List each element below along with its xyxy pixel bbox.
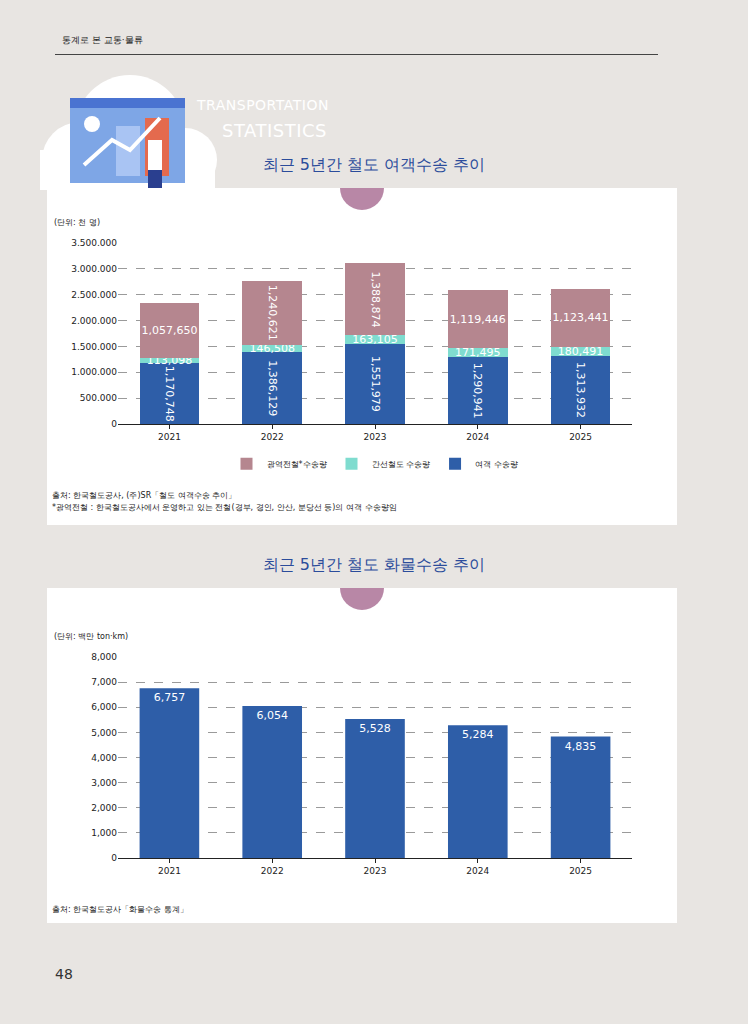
svg-text:광역전철*수송량: 광역전철*수송량 — [267, 460, 327, 469]
svg-text:6,000: 6,000 — [91, 702, 117, 712]
html-text:48: 48 — [55, 966, 73, 982]
svg-text:1,388,874: 1,388,874 — [369, 271, 382, 327]
svg-text:163,105: 163,105 — [352, 333, 398, 346]
svg-text:2,000: 2,000 — [91, 803, 117, 813]
html-text:STATISTICS: STATISTICS — [222, 120, 327, 141]
svg-text:2022: 2022 — [261, 432, 284, 442]
svg-text:1,313,932: 1,313,932 — [574, 362, 587, 418]
svg-text:간선철도 수송량: 간선철도 수송량 — [372, 460, 431, 469]
svg-text:4,835: 4,835 — [565, 740, 597, 753]
svg-text:113,098: 113,098 — [147, 354, 193, 367]
svg-text:1,119,446: 1,119,446 — [450, 313, 506, 326]
html-text:출처: 한국철도공사「화물수송 통계」: 출처: 한국철도공사「화물수송 통계」 — [52, 905, 188, 914]
html-text:출처: 한국철도공사, (주)SR「철도 여객수송 추이」: 출처: 한국철도공사, (주)SR「철도 여객수송 추이」 — [52, 491, 237, 500]
svg-text:7,000: 7,000 — [91, 677, 117, 687]
svg-text:1,290,941: 1,290,941 — [471, 363, 484, 419]
svg-text:2.000.000: 2.000.000 — [71, 316, 117, 326]
svg-text:500.000: 500.000 — [80, 393, 117, 403]
svg-text:(단위: 백만 ton·km): (단위: 백만 ton·km) — [54, 632, 128, 641]
html-text:최근 5년간 철도 여객수송 추이: 최근 5년간 철도 여객수송 추이 — [262, 155, 486, 174]
svg-text:0: 0 — [111, 853, 117, 863]
svg-text:2024: 2024 — [466, 432, 489, 442]
svg-text:1,386,129: 1,386,129 — [266, 360, 279, 416]
svg-text:2024: 2024 — [466, 866, 489, 876]
svg-text:2022: 2022 — [261, 866, 284, 876]
svg-text:1.500.000: 1.500.000 — [71, 342, 117, 352]
svg-text:8,000: 8,000 — [91, 652, 117, 662]
svg-text:1,057,650: 1,057,650 — [141, 324, 197, 337]
html-text:*광역전철 : 한국철도공사에서 운영하고 있는 전철(경부: *광역전철 : 한국철도공사에서 운영하고 있는 전철(경부, 경인, 안산, … — [52, 503, 397, 512]
svg-text:2023: 2023 — [364, 432, 387, 442]
svg-text:3.000.000: 3.000.000 — [71, 264, 117, 274]
html-text:TRANSPORTATION: TRANSPORTATION — [197, 97, 329, 113]
svg-text:2025: 2025 — [569, 432, 592, 442]
svg-text:6,757: 6,757 — [154, 691, 186, 704]
svg-text:5,528: 5,528 — [359, 722, 391, 735]
svg-text:1,240,621: 1,240,621 — [266, 285, 279, 341]
svg-text:6,054: 6,054 — [256, 709, 288, 722]
svg-text:1,170,748: 1,170,748 — [163, 366, 176, 422]
svg-text:2025: 2025 — [569, 866, 592, 876]
svg-text:1,551,979: 1,551,979 — [369, 356, 382, 412]
svg-text:(단위: 천 명): (단위: 천 명) — [54, 218, 100, 227]
svg-text:2021: 2021 — [158, 432, 181, 442]
svg-text:2023: 2023 — [364, 866, 387, 876]
svg-text:180,491: 180,491 — [558, 345, 604, 358]
svg-text:5,284: 5,284 — [462, 728, 494, 741]
svg-text:1,123,441: 1,123,441 — [553, 311, 609, 324]
svg-text:146,508: 146,508 — [249, 342, 295, 355]
svg-text:1.000.000: 1.000.000 — [71, 367, 117, 377]
html-text:통계로 본 교통·물류: 통계로 본 교통·물류 — [62, 35, 143, 45]
svg-text:4,000: 4,000 — [91, 753, 117, 763]
svg-text:여객 수송량: 여객 수송량 — [475, 460, 518, 469]
html-text:최근 5년간 철도 화물수송 추이: 최근 5년간 철도 화물수송 추이 — [262, 555, 486, 574]
svg-text:1,000: 1,000 — [91, 828, 117, 838]
svg-text:2021: 2021 — [158, 866, 181, 876]
svg-text:171,495: 171,495 — [455, 346, 501, 359]
svg-text:3,000: 3,000 — [91, 778, 117, 788]
svg-text:2.500.000: 2.500.000 — [71, 290, 117, 300]
svg-text:5,000: 5,000 — [91, 728, 117, 738]
svg-text:3.500.000: 3.500.000 — [71, 238, 117, 248]
svg-text:0: 0 — [111, 419, 117, 429]
